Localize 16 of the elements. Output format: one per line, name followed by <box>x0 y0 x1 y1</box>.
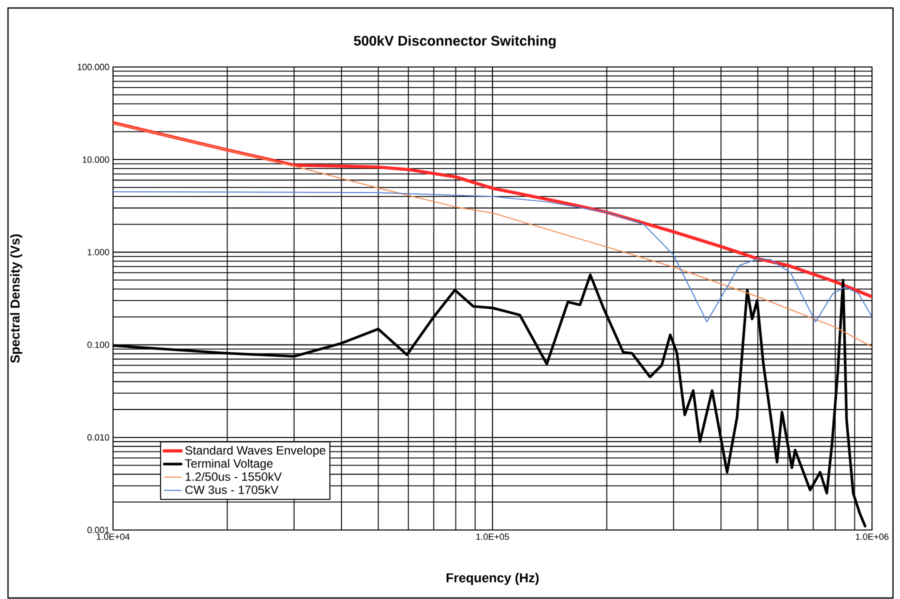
x-tick-label: 1.0E+04 <box>96 534 130 540</box>
x-axis-title: Frequency (Hz) <box>446 572 539 585</box>
legend-label: 1.2/50us - 1550kV <box>186 472 282 481</box>
chart-title: 500kV Disconnector Switching <box>354 35 556 49</box>
y-axis-title: Spectral Density (Vs) <box>10 234 22 363</box>
legend-label: Standard Waves Envelope <box>185 446 326 457</box>
x-tick-label: 1.0E+05 <box>476 534 509 540</box>
y-tick-label: 0.010 <box>87 434 110 441</box>
x-tick-label: 1.0E+06 <box>856 534 888 540</box>
y-tick-label: 100.000 <box>78 64 110 70</box>
legend-label: CW 3us - 1705kV <box>185 485 278 494</box>
y-tick-label: 0.100 <box>87 342 110 348</box>
y-tick-label: 10.000 <box>82 156 110 163</box>
y-tick-label: 0.001 <box>87 526 110 534</box>
y-tick-label: 1.000 <box>88 249 110 256</box>
legend-label: Terminal Voltage <box>185 458 273 470</box>
